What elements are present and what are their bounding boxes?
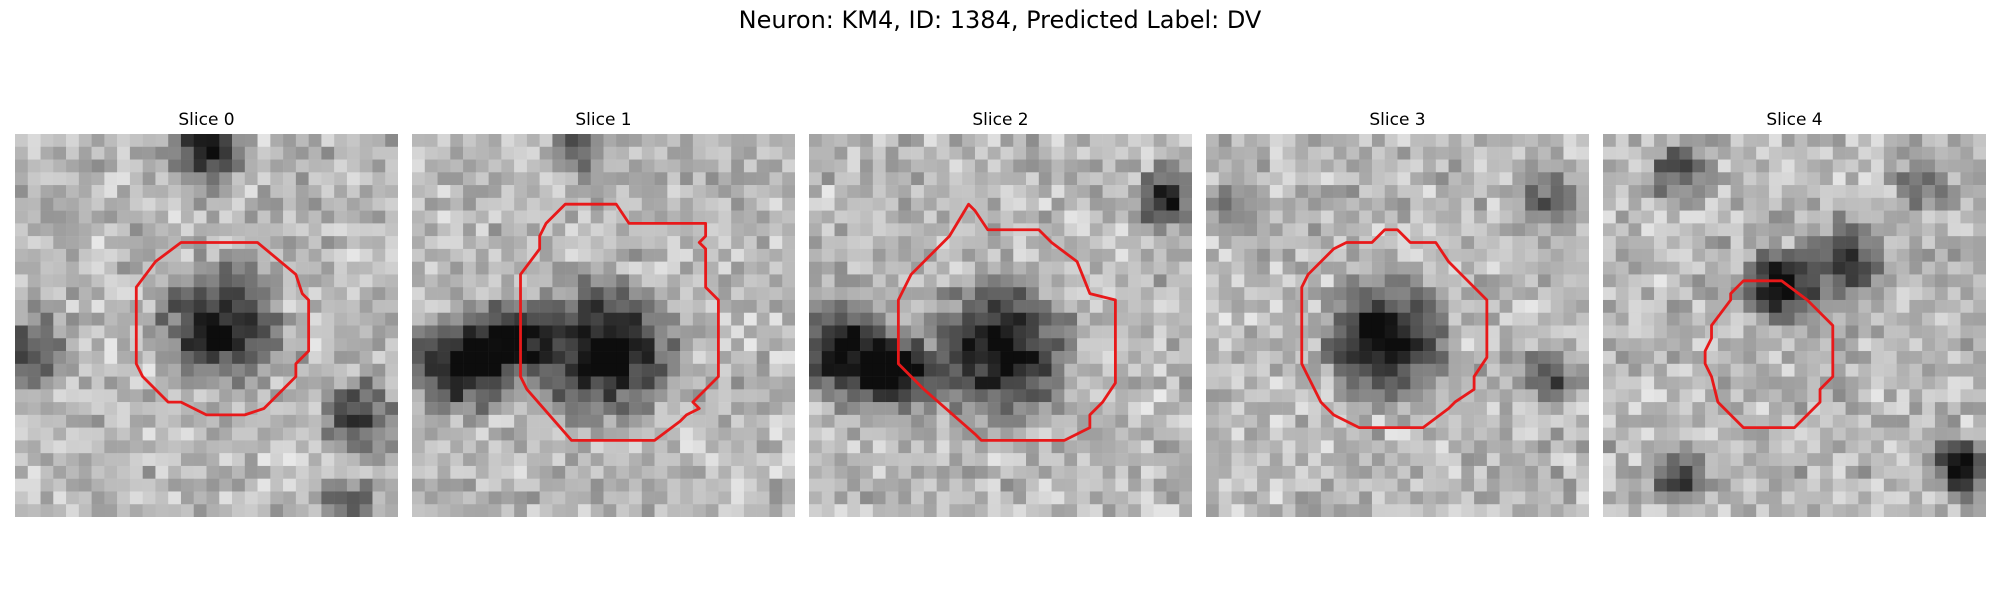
pixel-grid [1603,134,1986,517]
slice-panel-2: Slice 2 [809,110,1192,520]
slice-title-2: Slice 2 [972,110,1029,130]
slice-image-1 [412,134,795,517]
roi-contour [519,202,720,442]
slice-title-3: Slice 3 [1369,110,1426,130]
slice-image-3 [1206,134,1589,517]
slice-image-0 [15,134,398,517]
slice-image-2 [809,134,1192,517]
slice-panel-3: Slice 3 [1206,110,1589,520]
slice-title-0: Slice 0 [178,110,235,130]
pixel-grid [412,134,795,517]
slice-title-4: Slice 4 [1766,110,1823,130]
roi-contour [1703,279,1835,430]
roi-contour [1300,228,1489,430]
slice-panel-0: Slice 0 [15,110,398,520]
pixel-grid [1206,134,1589,517]
slice-image-4 [1603,134,1986,517]
roi-contour [134,241,311,417]
slice-panel-1: Slice 1 [412,110,795,520]
pixel-grid [15,134,398,517]
pixel-grid [809,134,1192,517]
roi-contour [896,202,1117,442]
slice-panel-4: Slice 4 [1603,110,1986,520]
figure-title: Neuron: KM4, ID: 1384, Predicted Label: … [738,6,1262,34]
slice-title-1: Slice 1 [575,110,632,130]
